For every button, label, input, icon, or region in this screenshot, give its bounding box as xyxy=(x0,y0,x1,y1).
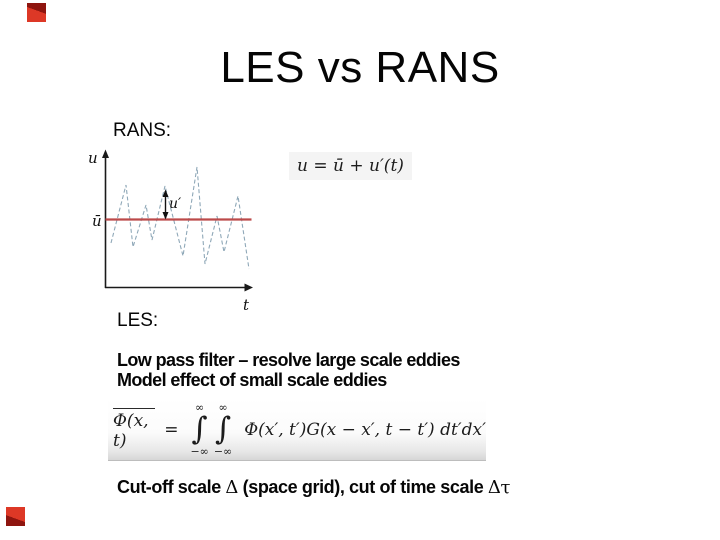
fluctuation-arrow-down-icon xyxy=(162,212,169,220)
outer-integral: ∞ ∫ −∞ xyxy=(190,402,208,457)
cutoff-prefix: Cut-off scale xyxy=(117,477,226,497)
filter-equation: Φ(x, t) = ∞ ∫ −∞ ∞ ∫ −∞ Φ(x′, t′)G(x − x… xyxy=(108,399,486,461)
les-description: Low pass filter – resolve large scale ed… xyxy=(117,350,460,390)
inner-integral: ∞ ∫ −∞ xyxy=(214,402,232,457)
integral-icon: ∫ xyxy=(191,411,208,447)
integral-icon: ∫ xyxy=(214,411,232,447)
integral-lower-limit: −∞ xyxy=(190,445,209,458)
delta-space-symbol: Δ xyxy=(225,477,239,498)
integral-upper-limit: ∞ xyxy=(195,401,205,414)
filter-equation-body: Φ(x′, t′)G(x − x′, t − t′) dt′dx′ xyxy=(244,419,486,440)
cutoff-middle: (space grid), cut of time scale xyxy=(238,477,488,497)
y-axis-label: u xyxy=(88,149,98,167)
bottom-left-corner-accent-icon xyxy=(6,507,25,526)
signal-polyline xyxy=(110,166,250,270)
integral-lower-limit: −∞ xyxy=(213,445,233,458)
filter-equation-lhs: Φ(x, t) xyxy=(113,408,156,451)
mean-decomposition-equation: u = ū + u′(t) xyxy=(289,152,412,180)
les-section-label: LES: xyxy=(117,310,159,331)
rans-section-label: RANS: xyxy=(113,120,172,141)
tau-symbol: τ xyxy=(500,477,511,498)
x-axis-label: t xyxy=(243,296,250,314)
cutoff-scale-text: Cut-off scale Δ (space grid), cut of tim… xyxy=(117,477,510,498)
mean-value-label: ū xyxy=(92,212,102,230)
fluctuation-arrow-up-icon xyxy=(162,189,169,197)
x-axis-arrow-icon xyxy=(244,283,253,292)
fluctuation-label: u′ xyxy=(169,196,182,212)
velocity-signal-graph: u ū t u′ xyxy=(88,149,253,314)
integral-upper-limit: ∞ xyxy=(218,401,228,414)
delta-time-symbol: Δ xyxy=(487,477,501,498)
y-axis-arrow-icon xyxy=(102,149,109,158)
les-description-line1: Low pass filter – resolve large scale ed… xyxy=(117,350,460,370)
les-description-line2: Model effect of small scale eddies xyxy=(117,370,387,390)
top-left-corner-accent-icon xyxy=(27,3,46,22)
equals-sign: = xyxy=(164,419,179,440)
page-title: LES vs RANS xyxy=(220,43,500,92)
